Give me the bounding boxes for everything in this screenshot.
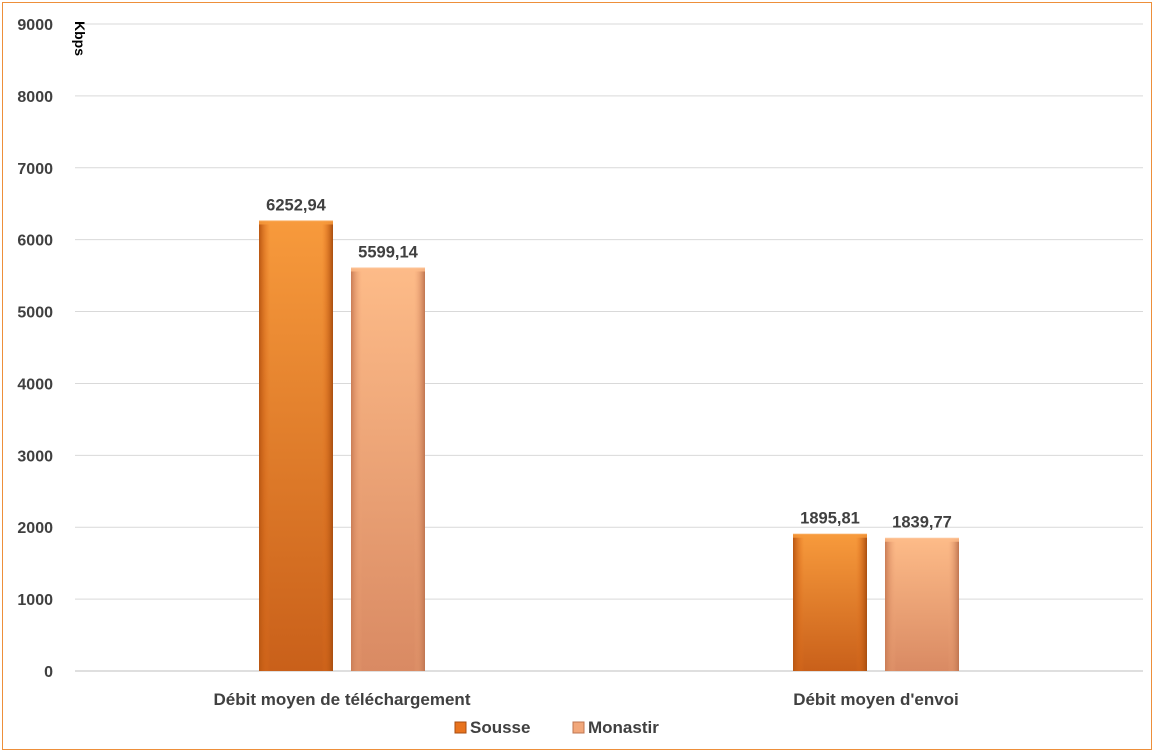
data-labels: 6252,94 5599,14 1895,81 1839,77 [266,196,952,531]
y-tick-label: 2000 [17,520,53,537]
data-label: 1895,81 [800,510,860,528]
y-tick-label: 8000 [17,89,53,106]
data-label: 6252,94 [266,196,326,214]
x-axis-categories: Débit moyen de téléchargement Débit moyen… [214,690,959,709]
y-tick-label: 0 [44,664,53,681]
y-axis-label: Kbps [72,21,88,56]
y-tick-label: 4000 [17,376,53,393]
gridlines [75,23,1143,672]
bar-top-bevel [259,220,333,225]
y-axis-ticks: 0 1000 2000 3000 4000 5000 6000 7000 8000 9000 [17,17,53,681]
bar-chart: 0 1000 2000 3000 4000 5000 6000 7000 8000 9000 Kb… [17,17,1143,737]
y-tick-label: 9000 [17,17,53,34]
x-category-label: Débit moyen d'envoi [793,690,959,709]
data-label: 1839,77 [892,514,952,532]
bar-edge-shade [259,221,333,671]
bars [259,220,959,671]
legend-swatch-monastir [572,721,585,734]
y-tick-label: 1000 [17,592,53,609]
legend-swatch-sousse [454,721,467,734]
bar-top-bevel [885,537,959,542]
bar-edge-shade [885,538,959,671]
data-label: 5599,14 [358,243,418,261]
bar-top-bevel [351,267,425,272]
bar-edge-shade [351,268,425,671]
y-tick-label: 3000 [17,448,53,465]
legend-label-sousse: Sousse [470,718,530,737]
y-tick-label: 5000 [17,305,53,322]
y-tick-label: 7000 [17,161,53,178]
legend-label-monastir: Monastir [588,718,659,737]
legend: Sousse Monastir [454,718,659,737]
bar-edge-shade [793,534,867,671]
x-category-label: Débit moyen de téléchargement [214,690,471,709]
y-tick-label: 6000 [17,233,53,250]
bar-top-bevel [793,533,867,538]
